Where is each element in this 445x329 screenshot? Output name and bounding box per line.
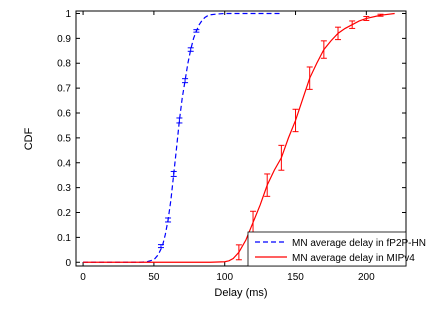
y-tick-label: 0.3 bbox=[57, 183, 71, 194]
y-tick-label: 0.1 bbox=[57, 233, 71, 244]
x-tick-label: 100 bbox=[216, 272, 233, 283]
legend-label-mipv4: MN average delay in MIPv4 bbox=[292, 253, 415, 264]
series-layer bbox=[83, 12, 395, 263]
y-tick-label: 0 bbox=[65, 258, 71, 269]
legend-box bbox=[247, 231, 407, 267]
y-tick-label: 0.8 bbox=[57, 59, 71, 70]
y-tick-label: 0.4 bbox=[57, 158, 71, 169]
y-tick-label: 0.6 bbox=[57, 109, 71, 120]
plot-frame bbox=[75, 10, 407, 267]
x-tick-label: 150 bbox=[287, 272, 304, 283]
plot-area bbox=[76, 11, 406, 266]
legend: MN average delay in fP2P-HN MN average d… bbox=[247, 231, 426, 267]
x-tick-label: 0 bbox=[80, 272, 86, 283]
legend-label-fp2p: MN average delay in fP2P-HN bbox=[292, 238, 426, 249]
series-line-1 bbox=[83, 12, 395, 263]
series-line-0 bbox=[83, 12, 282, 263]
x-tick-label: 200 bbox=[358, 272, 375, 283]
y-axis-label: CDF bbox=[23, 127, 35, 150]
y-tick-label: 0.2 bbox=[57, 208, 71, 219]
x-tick-label: 50 bbox=[148, 272, 160, 283]
y-tick-label: 1 bbox=[65, 9, 71, 20]
y-tick-label: 0.9 bbox=[57, 34, 71, 45]
y-axis-ticks: 0 0.1 0.2 0.3 0.4 0.5 0.6 0.7 0.8 0.9 1 bbox=[57, 9, 406, 269]
y-tick-label: 0.7 bbox=[57, 84, 71, 95]
y-tick-label: 0.5 bbox=[57, 133, 71, 144]
x-axis-label: Delay (ms) bbox=[214, 287, 267, 299]
